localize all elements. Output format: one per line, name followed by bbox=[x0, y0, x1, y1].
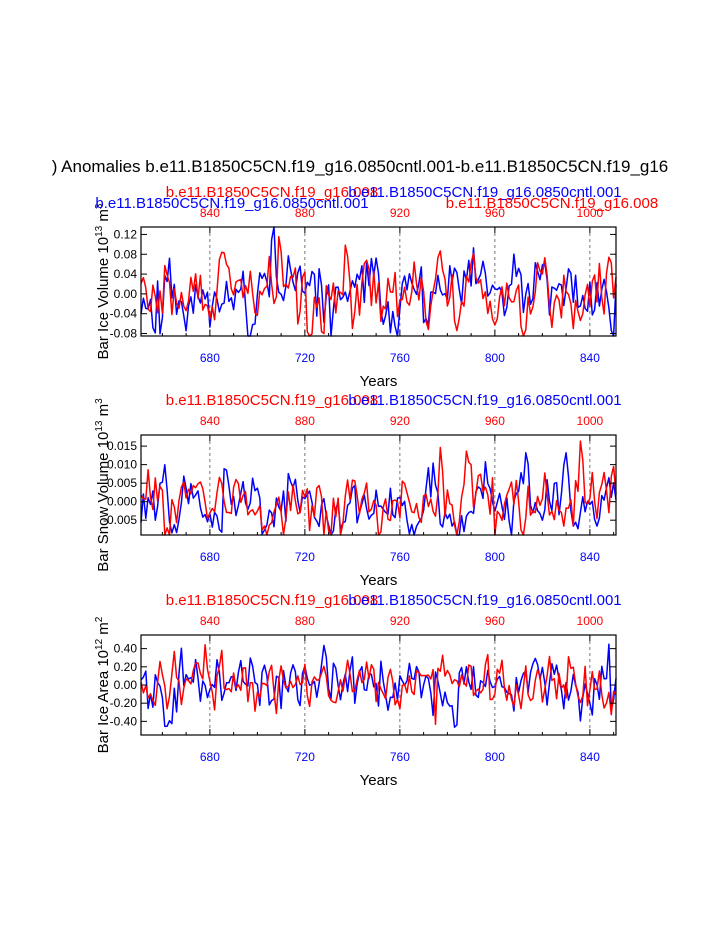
x-tick-label-top: 960 bbox=[485, 614, 505, 628]
series-blue-line bbox=[141, 453, 616, 535]
y-tick-label: 0.12 bbox=[114, 227, 138, 241]
header-exp-label: b.e11.B1850C5CN.f19_g16.008 bbox=[166, 592, 378, 609]
y-axis-label: Bar Ice Volume 1013 m3 bbox=[94, 203, 112, 359]
x-tick-label-top: 840 bbox=[200, 614, 220, 628]
y-tick-label: 0.08 bbox=[114, 247, 138, 261]
x-tick-label-top: 920 bbox=[390, 206, 410, 220]
x-tick-label-bottom: 680 bbox=[200, 351, 220, 365]
x-tick-label-top: 880 bbox=[295, 414, 315, 428]
x-tick-label-bottom: 800 bbox=[485, 351, 505, 365]
x-tick-label-bottom: 760 bbox=[390, 351, 410, 365]
y-tick-label: 0.00 bbox=[114, 678, 138, 692]
x-tick-label-top: 920 bbox=[390, 414, 410, 428]
header-ctrl-label: b.e11.B1850C5CN.f19_g16.0850cntl.001 bbox=[348, 392, 621, 409]
x-tick-label-top: 960 bbox=[485, 414, 505, 428]
panel-ice-area: 0.40 0.20 0.00 -0.20 -0.40 680 720 760 800 840 840… bbox=[94, 592, 622, 789]
y-tick-label: -0.08 bbox=[110, 327, 138, 341]
panel-snow-volume: 0.0150.0100.0050.000-0.00568072076080084… bbox=[94, 392, 622, 589]
x-axis-label: Years bbox=[360, 772, 398, 789]
y-tick-label: -0.20 bbox=[110, 696, 138, 710]
header-ctrl-left-label: b.e11.B1850C5CN.f19_g16.0850cntl.001 bbox=[95, 195, 368, 212]
y-tick-label: 0.04 bbox=[114, 267, 138, 281]
series-blue-line bbox=[141, 227, 616, 336]
figure-title: ) Anomalies b.e11.B1850C5CN.f19_g16.0850… bbox=[52, 157, 669, 176]
y-tick-label: 0.20 bbox=[114, 660, 138, 674]
header-exp-right-label: b.e11.B1850C5CN.f19_g16.008 bbox=[446, 195, 658, 212]
x-tick-label-bottom: 720 bbox=[295, 351, 315, 365]
x-tick-label-bottom: 840 bbox=[580, 750, 600, 764]
x-tick-label-bottom: 760 bbox=[390, 550, 410, 564]
header-ctrl-label: b.e11.B1850C5CN.f19_g16.0850cntl.001 bbox=[348, 592, 621, 609]
x-tick-label-bottom: 800 bbox=[485, 550, 505, 564]
figure: ) Anomalies b.e11.B1850C5CN.f19_g16.0850… bbox=[0, 0, 723, 935]
plot-frame bbox=[141, 435, 616, 535]
y-axis-label: Bar Ice Area 1012 m2 bbox=[94, 616, 112, 753]
y-tick-label: -0.04 bbox=[110, 307, 138, 321]
x-tick-label-top: 840 bbox=[200, 414, 220, 428]
x-tick-label-top: 1000 bbox=[577, 614, 604, 628]
series-red-line bbox=[141, 237, 616, 336]
y-tick-label: 0.40 bbox=[114, 642, 138, 656]
x-tick-label-bottom: 760 bbox=[390, 750, 410, 764]
y-axis-label: Bar Snow Volume 1013 m3 bbox=[94, 398, 112, 572]
x-axis-label: Years bbox=[360, 373, 398, 390]
x-tick-label-bottom: 720 bbox=[295, 550, 315, 564]
x-tick-label-bottom: 720 bbox=[295, 750, 315, 764]
x-tick-label-bottom: 840 bbox=[580, 351, 600, 365]
x-tick-label-bottom: 840 bbox=[580, 550, 600, 564]
x-tick-label-top: 1000 bbox=[577, 414, 604, 428]
x-axis-label: Years bbox=[360, 572, 398, 589]
header-exp-label: b.e11.B1850C5CN.f19_g16.008 bbox=[166, 392, 378, 409]
series-red-line bbox=[141, 441, 616, 535]
x-tick-label-top: 920 bbox=[390, 614, 410, 628]
x-tick-label-bottom: 680 bbox=[200, 550, 220, 564]
x-tick-label-bottom: 800 bbox=[485, 750, 505, 764]
panel-ice-volume: 0.12 0.08 0.04 0.00 -0.04 -0.08 680 720 760 800 84… bbox=[94, 184, 658, 390]
x-tick-label-bottom: 680 bbox=[200, 750, 220, 764]
y-tick-label: -0.40 bbox=[110, 714, 138, 728]
x-tick-label-top: 880 bbox=[295, 614, 315, 628]
y-tick-label: 0.00 bbox=[114, 287, 138, 301]
